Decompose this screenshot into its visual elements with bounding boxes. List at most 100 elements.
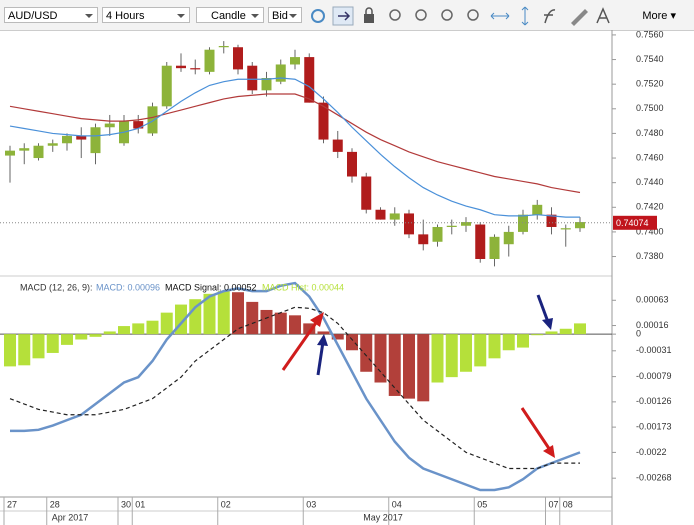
histogram-bar — [103, 331, 116, 335]
y-tick-label: -0.00173 — [636, 422, 672, 432]
toolbar: AUD/USD 4 Hours Candle Bid More ▾ — [0, 0, 694, 31]
candle-body — [33, 145, 44, 159]
histogram-bar — [346, 334, 358, 351]
toolbar-icons — [311, 6, 610, 26]
zoom-icon[interactable] — [389, 9, 401, 21]
candle-body — [375, 209, 386, 220]
symbol-select[interactable]: AUD/USD — [4, 7, 98, 23]
candle-body — [62, 135, 72, 144]
histogram-bar — [18, 334, 31, 366]
candle-body — [318, 102, 329, 140]
histogram-bar — [118, 326, 130, 335]
timeframe-select[interactable]: 4 Hours — [102, 7, 190, 23]
y-tick-label: 0.00063 — [636, 295, 669, 305]
y-tick-label: 0.7500 — [636, 103, 664, 113]
candle-body — [404, 213, 414, 235]
candle-body — [161, 65, 172, 107]
candle-body — [104, 123, 115, 128]
histogram-bar — [517, 334, 529, 348]
candle-body — [233, 47, 243, 70]
price-side-select[interactable]: Bid — [268, 7, 302, 23]
lock-icon[interactable] — [364, 14, 374, 23]
zoom-in-icon[interactable] — [415, 9, 427, 21]
zoom-fit-icon[interactable] — [467, 9, 479, 21]
histogram-bar — [417, 334, 430, 402]
candle-body — [19, 148, 30, 151]
histogram-bar — [388, 334, 401, 396]
x-tick-label: 27 — [7, 499, 17, 509]
indicator-line — [9, 93, 581, 194]
candle-body — [247, 65, 258, 91]
histogram-bar — [303, 323, 316, 335]
candle-body — [389, 213, 400, 220]
x-tick-label: 30 — [121, 499, 131, 509]
fit-height-icon[interactable] — [521, 6, 529, 26]
histogram-bar — [488, 334, 501, 359]
red-arrow — [520, 407, 552, 451]
indicator-line — [9, 77, 580, 218]
candle-body — [5, 150, 15, 156]
navy-arrow — [536, 294, 550, 323]
draw-icon[interactable] — [571, 9, 588, 26]
indicator-line — [9, 306, 580, 470]
candle-body — [290, 57, 300, 65]
candle-body — [190, 68, 201, 70]
candle-body — [489, 236, 500, 259]
chart: 0.7560 0.7540 0.7520 0.7500 0.7480 0.7460 0.74… — [0, 30, 672, 525]
histogram-bar — [474, 334, 487, 367]
candle-body — [304, 57, 315, 103]
indicator-line — [10, 281, 581, 492]
candle-body — [147, 106, 158, 134]
x-tick-label: 03 — [306, 499, 316, 509]
histogram-bar — [160, 312, 173, 335]
histogram-bar — [61, 334, 73, 345]
candle-body — [475, 224, 486, 259]
histogram-bar — [403, 334, 415, 399]
x-tick-label: 04 — [392, 499, 402, 509]
y-tick-label: 0.7560 — [636, 30, 664, 39]
x-tick-label: 28 — [50, 499, 60, 509]
candle-body — [532, 204, 543, 215]
zoom-out-icon[interactable] — [441, 9, 453, 21]
histogram-bar — [189, 299, 202, 335]
histogram-bar — [4, 334, 16, 367]
histogram-bar — [374, 334, 387, 383]
chart-type-select[interactable]: Candle — [196, 7, 264, 23]
histogram-bar — [360, 334, 373, 372]
red-arrow — [281, 319, 320, 371]
indicator-icon[interactable] — [544, 9, 556, 24]
more-menu[interactable]: More ▾ — [642, 10, 676, 22]
histogram-bar — [502, 334, 515, 351]
candle-body — [261, 78, 272, 91]
y-tick-label: 0.7440 — [636, 177, 664, 187]
x-tick-label: 01 — [135, 499, 145, 509]
y-tick-label: 0.7380 — [636, 251, 664, 261]
month-label: Apr 2017 — [52, 512, 89, 522]
text-icon[interactable] — [596, 7, 610, 24]
annotations — [281, 294, 555, 458]
candle-body — [218, 46, 229, 48]
y-tick-label: 0.7540 — [636, 54, 664, 64]
histogram-bar — [260, 309, 273, 335]
y-tick-label: 0.7420 — [636, 202, 664, 212]
histogram-bar — [146, 320, 159, 335]
y-tick-label: 0 — [636, 329, 641, 339]
legend-entry: MACD Hist: 0.00044 — [262, 282, 344, 292]
histogram-bar — [331, 334, 344, 340]
histogram-bar — [217, 291, 230, 335]
fit-width-icon[interactable] — [490, 12, 510, 20]
candle-body — [90, 127, 101, 154]
refresh-icon[interactable] — [311, 9, 325, 23]
candle-body — [275, 64, 286, 82]
histogram-bar — [46, 334, 59, 353]
candle-body — [361, 176, 372, 210]
y-tick-label: -0.00268 — [636, 473, 672, 483]
y-tick-label: 0.7520 — [636, 79, 664, 89]
histogram-bar — [531, 334, 544, 336]
histogram-bar — [545, 331, 558, 335]
candle-body — [575, 222, 585, 229]
histogram-bar — [289, 315, 301, 335]
x-tick-label: 08 — [563, 499, 573, 509]
navy-arrow — [316, 341, 325, 376]
candle-body — [347, 151, 357, 177]
